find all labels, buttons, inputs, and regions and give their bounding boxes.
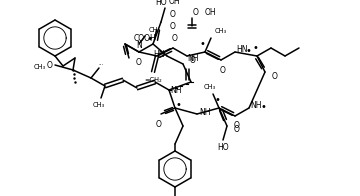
Text: =CH₂: =CH₂ xyxy=(144,77,162,83)
Text: O: O xyxy=(136,57,142,66)
Text: •: • xyxy=(245,46,251,56)
Text: O: O xyxy=(170,9,176,18)
Text: CH₃: CH₃ xyxy=(204,84,216,90)
Text: N: N xyxy=(136,41,142,50)
Text: O: O xyxy=(220,65,226,74)
Text: HN: HN xyxy=(236,44,248,54)
Text: NH: NH xyxy=(170,85,182,94)
Text: ...: ... xyxy=(98,61,104,65)
Text: •: • xyxy=(199,39,205,49)
Text: •: • xyxy=(260,102,266,112)
Text: •: • xyxy=(214,95,220,105)
Text: OH: OH xyxy=(169,0,181,5)
Text: HO: HO xyxy=(217,143,229,152)
Text: CH₃: CH₃ xyxy=(34,64,46,70)
Text: O: O xyxy=(47,61,53,70)
Text: CH₃: CH₃ xyxy=(93,102,105,108)
Text: O: O xyxy=(234,122,240,131)
Text: •: • xyxy=(252,43,258,53)
Text: O: O xyxy=(170,22,176,31)
Text: COOH: COOH xyxy=(134,34,156,43)
Text: •: • xyxy=(175,100,181,110)
Text: O: O xyxy=(172,34,178,43)
Text: O: O xyxy=(156,120,162,129)
Text: OH: OH xyxy=(204,7,216,16)
Text: O: O xyxy=(190,55,196,64)
Text: O: O xyxy=(193,7,199,16)
Text: HN: HN xyxy=(153,50,165,58)
Text: CH₃: CH₃ xyxy=(215,28,227,34)
Text: CH₃: CH₃ xyxy=(149,27,161,33)
Text: NH: NH xyxy=(199,107,211,116)
Text: NH: NH xyxy=(187,54,199,63)
Text: O: O xyxy=(234,125,240,134)
Text: NH: NH xyxy=(250,101,262,110)
Text: •: • xyxy=(147,34,153,44)
Text: HO: HO xyxy=(155,0,167,6)
Text: O: O xyxy=(272,72,278,81)
